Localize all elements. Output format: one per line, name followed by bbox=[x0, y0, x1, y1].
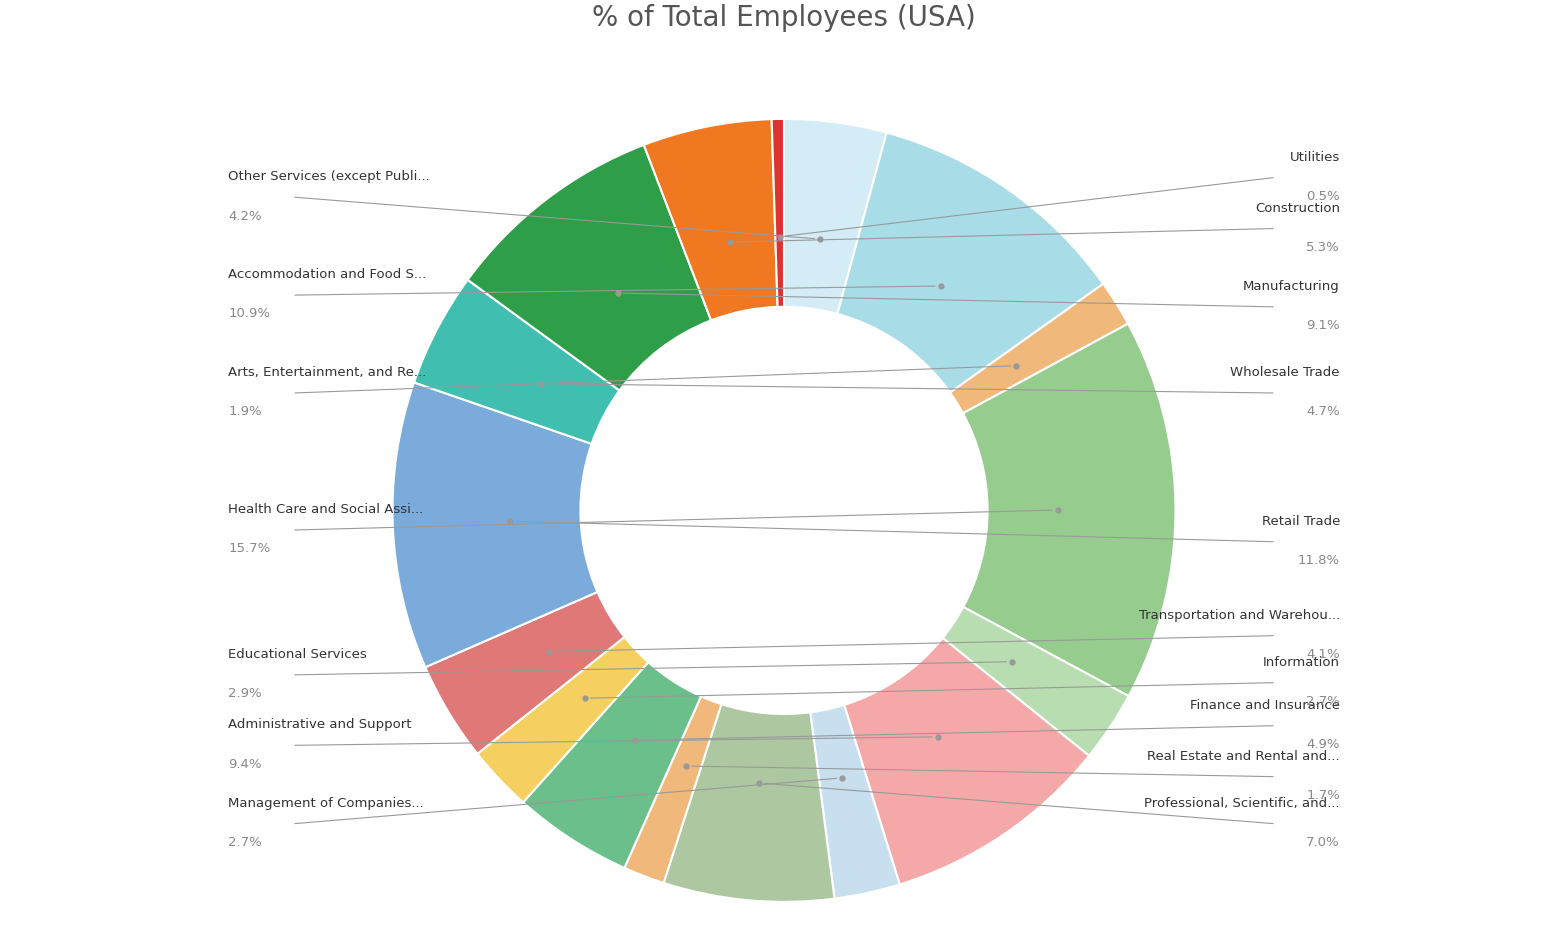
Wedge shape bbox=[844, 638, 1090, 884]
Wedge shape bbox=[414, 280, 619, 444]
Wedge shape bbox=[392, 382, 597, 667]
Text: 4.1%: 4.1% bbox=[1306, 648, 1341, 661]
Wedge shape bbox=[771, 118, 784, 307]
Wedge shape bbox=[784, 118, 886, 314]
Title: % of Total Employees (USA): % of Total Employees (USA) bbox=[593, 4, 975, 32]
Text: 1.7%: 1.7% bbox=[1306, 789, 1341, 802]
Text: Management of Companies...: Management of Companies... bbox=[227, 796, 423, 810]
Text: Administrative and Support: Administrative and Support bbox=[227, 719, 411, 732]
Wedge shape bbox=[663, 704, 834, 902]
Text: 10.9%: 10.9% bbox=[227, 307, 270, 320]
Text: 2.7%: 2.7% bbox=[227, 836, 262, 848]
Text: Manufacturing: Manufacturing bbox=[1243, 280, 1341, 293]
Text: 4.7%: 4.7% bbox=[1306, 405, 1341, 418]
Text: Educational Services: Educational Services bbox=[227, 648, 367, 661]
Text: Construction: Construction bbox=[1254, 202, 1341, 214]
Text: 15.7%: 15.7% bbox=[227, 542, 270, 556]
Wedge shape bbox=[837, 133, 1104, 392]
Wedge shape bbox=[942, 607, 1129, 756]
Text: Wholesale Trade: Wholesale Trade bbox=[1231, 366, 1341, 379]
Text: Utilities: Utilities bbox=[1289, 151, 1341, 164]
Wedge shape bbox=[963, 323, 1176, 696]
Wedge shape bbox=[624, 697, 721, 883]
Text: 0.5%: 0.5% bbox=[1306, 190, 1341, 203]
Text: 2.7%: 2.7% bbox=[1306, 695, 1341, 708]
Text: Information: Information bbox=[1262, 656, 1341, 669]
Text: 2.9%: 2.9% bbox=[227, 687, 262, 701]
Wedge shape bbox=[477, 637, 648, 802]
Wedge shape bbox=[425, 592, 624, 754]
Text: 9.1%: 9.1% bbox=[1306, 319, 1341, 332]
Wedge shape bbox=[467, 145, 712, 391]
Text: Transportation and Warehou...: Transportation and Warehou... bbox=[1138, 609, 1341, 622]
Wedge shape bbox=[811, 705, 900, 899]
Text: 1.9%: 1.9% bbox=[227, 405, 262, 418]
Text: 7.0%: 7.0% bbox=[1306, 836, 1341, 848]
Wedge shape bbox=[644, 119, 778, 320]
Text: Accommodation and Food S...: Accommodation and Food S... bbox=[227, 268, 426, 282]
Text: 4.2%: 4.2% bbox=[227, 210, 262, 223]
Text: Health Care and Social Assi...: Health Care and Social Assi... bbox=[227, 503, 423, 516]
Text: Real Estate and Rental and...: Real Estate and Rental and... bbox=[1148, 750, 1341, 763]
Text: Arts, Entertainment, and Re...: Arts, Entertainment, and Re... bbox=[227, 366, 426, 379]
Text: Professional, Scientific, and...: Professional, Scientific, and... bbox=[1145, 796, 1341, 810]
Text: 4.9%: 4.9% bbox=[1306, 738, 1341, 751]
Text: Finance and Insurance: Finance and Insurance bbox=[1190, 699, 1341, 712]
Wedge shape bbox=[950, 283, 1127, 413]
Text: Other Services (except Publi...: Other Services (except Publi... bbox=[227, 171, 430, 183]
Text: 11.8%: 11.8% bbox=[1298, 554, 1341, 567]
Wedge shape bbox=[524, 663, 701, 867]
Text: 9.4%: 9.4% bbox=[227, 757, 262, 771]
Text: Retail Trade: Retail Trade bbox=[1262, 515, 1341, 528]
Text: 5.3%: 5.3% bbox=[1306, 241, 1341, 254]
